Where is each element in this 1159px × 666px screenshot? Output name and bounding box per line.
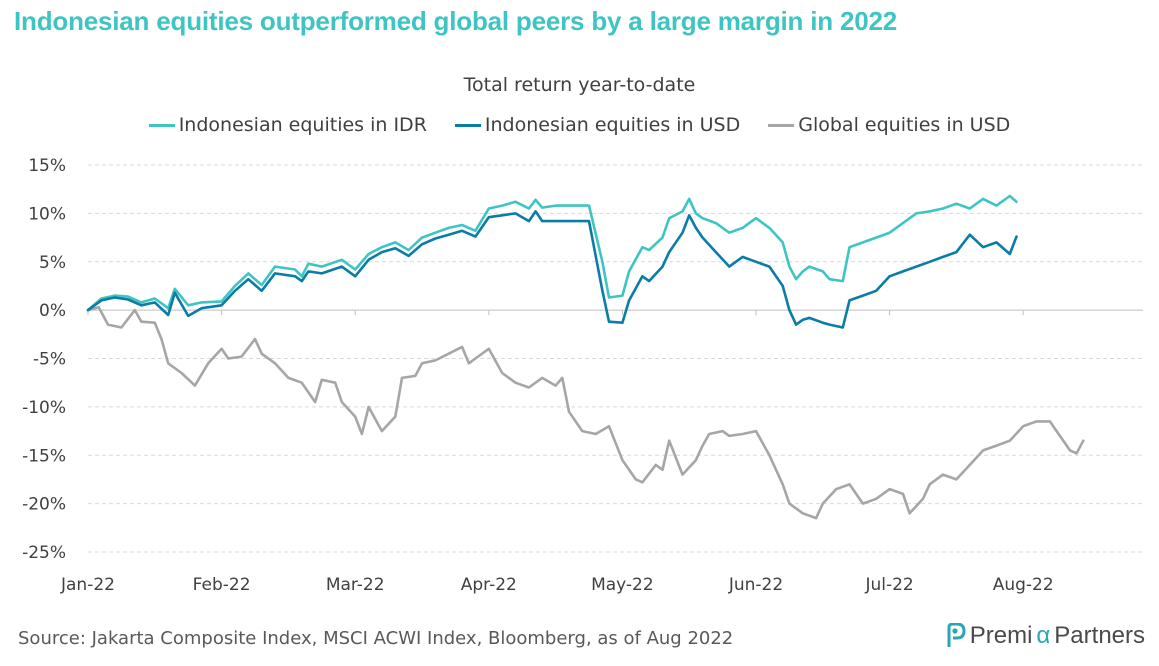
legend-swatch-idr [148, 123, 175, 127]
y-tick-label: -10% [22, 398, 66, 418]
legend-label-usd: Indonesian equities in USD [484, 114, 741, 136]
y-tick-label: -15% [22, 446, 66, 466]
brand-name-prefix: Premi [969, 622, 1033, 649]
legend-swatch-usd [454, 123, 481, 127]
y-tick-label: -20% [22, 495, 66, 515]
x-tick-label: Apr-22 [461, 575, 517, 595]
chart-title: Indonesian equities outperformed global … [14, 6, 898, 36]
x-tick-label: Mar-22 [326, 575, 385, 595]
y-tick-label: -25% [22, 543, 66, 563]
chart-legend: Indonesian equities in IDR Indonesian eq… [0, 114, 1159, 136]
x-tick-label: May-22 [591, 575, 654, 595]
brand-logo: Premi α Partners [944, 622, 1145, 650]
brand-name-suffix: Partners [1054, 622, 1145, 649]
chart-subtitle: Total return year-to-date [463, 74, 696, 96]
x-tick-label: Feb-22 [193, 575, 251, 595]
y-tick-label: 10% [28, 204, 66, 224]
y-tick-label: 0% [39, 301, 66, 321]
x-tick-label: Aug-22 [993, 575, 1054, 595]
x-tick-label: Jan-22 [60, 575, 115, 595]
legend-item-global: Global equities in USD [768, 114, 1010, 136]
series-line-idr [86, 194, 1018, 312]
series-line-usd [86, 210, 1018, 329]
y-tick-label: -5% [33, 350, 66, 370]
y-tick-label: 15% [28, 156, 66, 176]
y-tick-label: 5% [39, 253, 66, 273]
x-tick-label: Jul-22 [864, 575, 913, 595]
legend-label-global: Global equities in USD [798, 114, 1011, 136]
p-logo-icon [947, 623, 966, 647]
brand-name-alpha: α [1036, 622, 1051, 649]
legend-item-usd: Indonesian equities in USD [454, 114, 741, 136]
x-tick-label: Jun-22 [728, 575, 783, 595]
legend-label-idr: Indonesian equities in IDR [178, 114, 427, 136]
legend-item-idr: Indonesian equities in IDR [148, 114, 427, 136]
source-note: Source: Jakarta Composite Index, MSCI AC… [18, 628, 734, 649]
series-line-global [86, 305, 1085, 520]
legend-swatch-global [768, 123, 795, 127]
